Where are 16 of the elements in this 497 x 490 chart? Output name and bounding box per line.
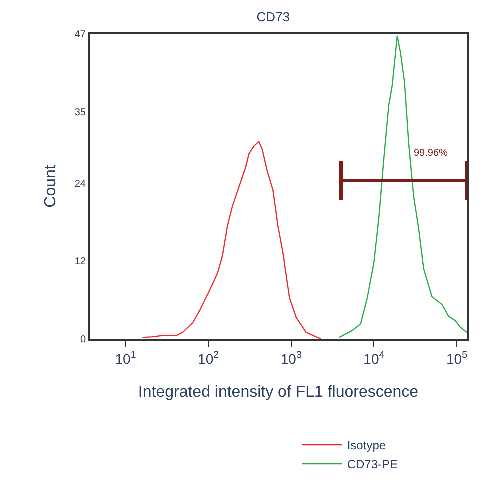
y-tick-label: 0 [80,334,86,346]
annotation: 99.96% [414,148,448,159]
x-tick-label: 10$^{1}$ [115,350,136,367]
x-tick-label: 10$^{3}$ [280,350,302,367]
y-tick-label: 12 [74,256,86,268]
y-tick-label: 47 [74,30,86,40]
legend-label: Isotype [347,438,386,453]
y-tick-label: 35 [74,107,86,118]
y-tick-label: 24 [74,178,86,190]
x-tick-label: 10$^{4}$ [364,350,386,367]
chart-title: CD73 [256,9,290,24]
x-axis-title: Integrated intensity of FL1 fluorescence [138,384,419,401]
legend-label: CD73-PE [347,458,398,472]
y-axis-title: Count [42,164,60,208]
x-tick-label: 10$^{5}$ [446,350,468,367]
x-tick-label: 10$^{2}$ [198,350,220,367]
